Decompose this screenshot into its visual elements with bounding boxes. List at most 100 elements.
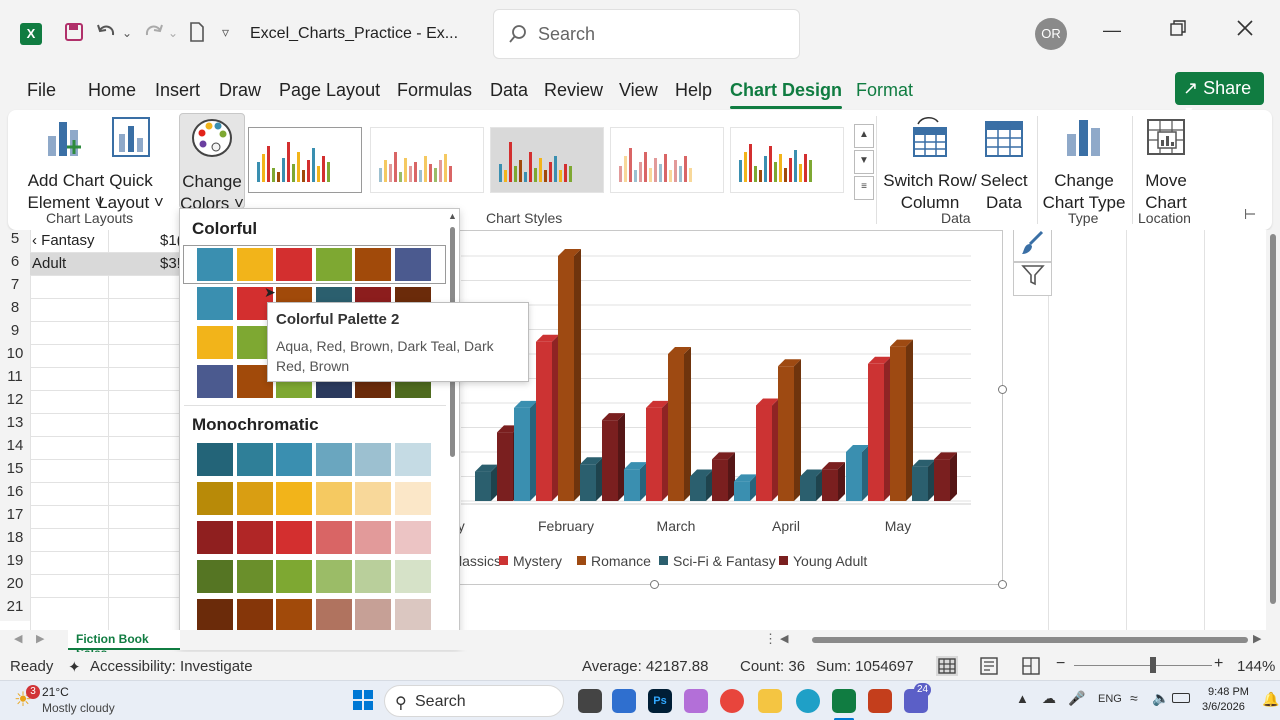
- chart-bar-top[interactable]: [712, 452, 735, 460]
- tab-review[interactable]: Review: [544, 80, 604, 100]
- language-indicator[interactable]: ENG: [1098, 693, 1122, 705]
- chart-style-5[interactable]: [730, 127, 844, 193]
- palette-swatch[interactable]: [197, 521, 233, 554]
- row-number[interactable]: 16: [0, 483, 30, 506]
- chart-bar-top[interactable]: [475, 464, 498, 472]
- restore-icon[interactable]: [1170, 20, 1186, 41]
- chart-bar[interactable]: [890, 346, 906, 501]
- chart-filters-icon[interactable]: [1013, 262, 1052, 296]
- chart-bar[interactable]: [800, 476, 816, 502]
- chart-bar-side[interactable]: [662, 400, 669, 501]
- row-number[interactable]: 7: [0, 276, 30, 299]
- row-number[interactable]: 10: [0, 345, 30, 368]
- chart-legend-label[interactable]: Young Adult: [793, 553, 867, 569]
- tab-home[interactable]: Home: [88, 80, 137, 100]
- gallery-scroll-up-icon[interactable]: ▲: [854, 124, 874, 148]
- zoom-out-icon[interactable]: −: [1056, 655, 1066, 672]
- chart-category-label[interactable]: May: [885, 518, 911, 534]
- palette-swatch[interactable]: [355, 560, 391, 593]
- tab-formulas[interactable]: Formulas: [397, 80, 473, 100]
- chart-bar[interactable]: [624, 469, 640, 501]
- chart-bar-side[interactable]: [706, 469, 713, 502]
- chart-legend-swatch[interactable]: [577, 556, 586, 565]
- zoom-slider-track[interactable]: [1074, 665, 1212, 666]
- row-number[interactable]: 12: [0, 391, 30, 414]
- zoom-in-icon[interactable]: +: [1214, 655, 1224, 672]
- chart-category-label[interactable]: March: [657, 518, 696, 534]
- chart-bar-side[interactable]: [838, 462, 845, 501]
- chart-bar-top[interactable]: [602, 413, 625, 421]
- clock-date[interactable]: 3/6/2026: [1202, 701, 1245, 713]
- next-sheet-icon[interactable]: ▶: [36, 633, 45, 645]
- chart-bar[interactable]: [712, 459, 728, 501]
- palette-swatch[interactable]: [276, 248, 312, 281]
- vertical-scrollbar[interactable]: [1266, 230, 1280, 630]
- palette-swatch[interactable]: [236, 599, 273, 632]
- chart-bar[interactable]: [580, 464, 596, 501]
- search-box[interactable]: Search: [493, 9, 800, 59]
- chart-bar-side[interactable]: [640, 462, 647, 501]
- switch-row-column-button[interactable]: Switch Row/ Column: [882, 116, 978, 214]
- chart-style-1[interactable]: [248, 127, 362, 193]
- palette-swatch[interactable]: [394, 560, 431, 593]
- chart-bar[interactable]: [690, 476, 706, 502]
- row-number[interactable]: 21: [0, 598, 30, 621]
- palette-swatch[interactable]: [236, 521, 273, 554]
- chart-bar-side[interactable]: [491, 464, 498, 501]
- scroll-right-icon[interactable]: ▶: [1253, 633, 1262, 645]
- palette-swatch[interactable]: [197, 365, 233, 398]
- chart-legend-label[interactable]: lassics: [459, 553, 501, 569]
- chart-bar-side[interactable]: [862, 445, 869, 501]
- chrome-icon[interactable]: [720, 689, 744, 713]
- palette-swatch[interactable]: [315, 560, 352, 593]
- chart-bar[interactable]: [934, 459, 950, 501]
- customize-qat-icon[interactable]: ▿: [222, 24, 230, 40]
- save-icon[interactable]: [64, 22, 84, 47]
- chart-resize-handle[interactable]: [650, 580, 659, 589]
- volume-icon[interactable]: 🔈: [1152, 690, 1170, 706]
- pin-ribbon-icon[interactable]: ⊢: [1244, 206, 1257, 222]
- prev-sheet-icon[interactable]: ◀: [14, 633, 23, 645]
- tab-help[interactable]: Help: [675, 80, 713, 100]
- tab-draw[interactable]: Draw: [219, 80, 262, 100]
- copilot-icon[interactable]: [684, 689, 708, 713]
- chart-bar-side[interactable]: [596, 457, 603, 501]
- show-hidden-icons-icon[interactable]: ▲: [1016, 691, 1029, 706]
- chart-legend-swatch[interactable]: [499, 556, 508, 565]
- chart-bar-top[interactable]: [846, 445, 869, 452]
- chart-style-4[interactable]: [610, 127, 724, 193]
- tab-insert[interactable]: Insert: [155, 80, 201, 100]
- chart-bar-top[interactable]: [868, 356, 891, 364]
- move-chart-button[interactable]: Move Chart: [1138, 116, 1194, 214]
- chart-bar[interactable]: [558, 256, 574, 501]
- palette-swatch[interactable]: [197, 482, 233, 515]
- chart-bar-side[interactable]: [552, 334, 559, 501]
- photoshop-icon[interactable]: Ps: [648, 689, 672, 713]
- row-number[interactable]: 9: [0, 322, 30, 345]
- row-number[interactable]: 8: [0, 299, 30, 322]
- chart-bar-top[interactable]: [536, 334, 559, 342]
- file-explorer-icon[interactable]: [758, 689, 782, 713]
- chart-bar-top[interactable]: [580, 457, 603, 465]
- palette-swatch[interactable]: [236, 482, 273, 515]
- palette-swatch[interactable]: [236, 560, 273, 593]
- chart-bar-top[interactable]: [514, 400, 537, 408]
- chart-bar-top[interactable]: [890, 339, 913, 347]
- gallery-more-icon[interactable]: ≡: [854, 176, 874, 200]
- palette-swatch[interactable]: [394, 599, 431, 632]
- row-number[interactable]: 5: [0, 230, 30, 253]
- scroll-up-icon[interactable]: ▲: [448, 211, 457, 221]
- add-chart-element-button[interactable]: Add Chart Element ˅: [16, 116, 116, 214]
- excel-taskbar-icon[interactable]: [832, 689, 856, 713]
- tab-file[interactable]: File: [27, 80, 57, 100]
- palette-swatch[interactable]: [236, 326, 273, 359]
- row-number[interactable]: 18: [0, 529, 30, 552]
- wifi-icon[interactable]: ≈: [1130, 690, 1138, 706]
- chart-resize-handle[interactable]: [998, 385, 1007, 394]
- palette-swatch[interactable]: [197, 248, 233, 281]
- chart-bar-side[interactable]: [950, 452, 957, 501]
- palette-swatch[interactable]: [394, 482, 431, 515]
- chart-bar-top[interactable]: [756, 398, 779, 406]
- page-layout-view-icon[interactable]: [978, 656, 1000, 680]
- chart-bar[interactable]: [778, 366, 794, 501]
